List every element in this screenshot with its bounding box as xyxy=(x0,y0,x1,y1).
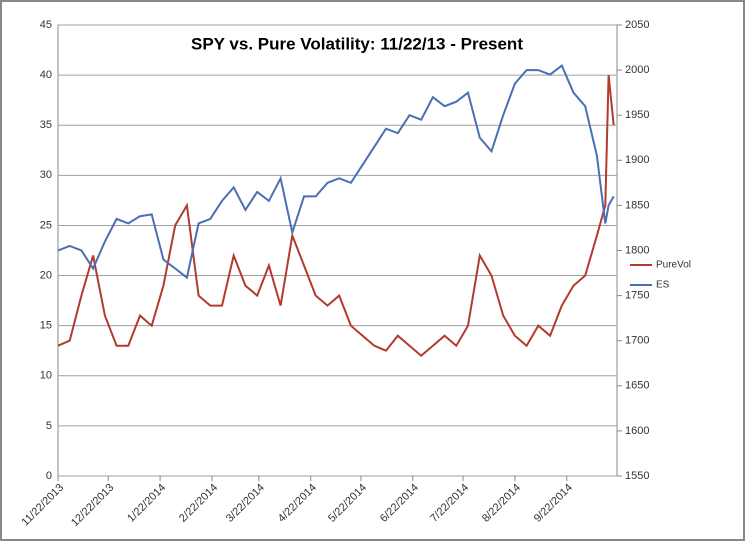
y-tick-label: 45 xyxy=(40,19,52,31)
series-line xyxy=(57,74,615,358)
y2-tick-label: 1600 xyxy=(625,425,649,437)
y-tick-label: 20 xyxy=(40,269,52,281)
y2-tick-label: 1700 xyxy=(625,335,649,347)
y2-tick-label: 1650 xyxy=(625,380,649,392)
y2-tick-label: 2000 xyxy=(625,64,649,76)
y-tick-label: 30 xyxy=(40,169,52,181)
y2-tick-label: 1800 xyxy=(625,244,649,256)
y2-tick-label: 1850 xyxy=(625,199,649,211)
plot-area xyxy=(57,24,618,477)
y-tick-label: 35 xyxy=(40,119,52,131)
y2-tick-label: 1950 xyxy=(625,109,649,121)
legend-label: PureVol xyxy=(656,260,691,271)
y2-tick-label: 1900 xyxy=(625,154,649,166)
y2-tick-label: 2050 xyxy=(625,19,649,31)
y-tick-label: 5 xyxy=(46,420,52,432)
series-line xyxy=(57,64,615,280)
y-tick-label: 15 xyxy=(40,320,52,332)
y-tick-label: 10 xyxy=(40,370,52,382)
chart-title: SPY vs. Pure Volatility: 11/22/13 - Pres… xyxy=(191,34,523,53)
y-tick-label: 40 xyxy=(40,69,52,81)
y2-tick-label: 1750 xyxy=(625,290,649,302)
legend-label: ES xyxy=(656,280,670,291)
y-tick-label: 0 xyxy=(46,470,52,482)
y2-tick-label: 1550 xyxy=(625,470,649,482)
y-tick-label: 25 xyxy=(40,219,52,231)
